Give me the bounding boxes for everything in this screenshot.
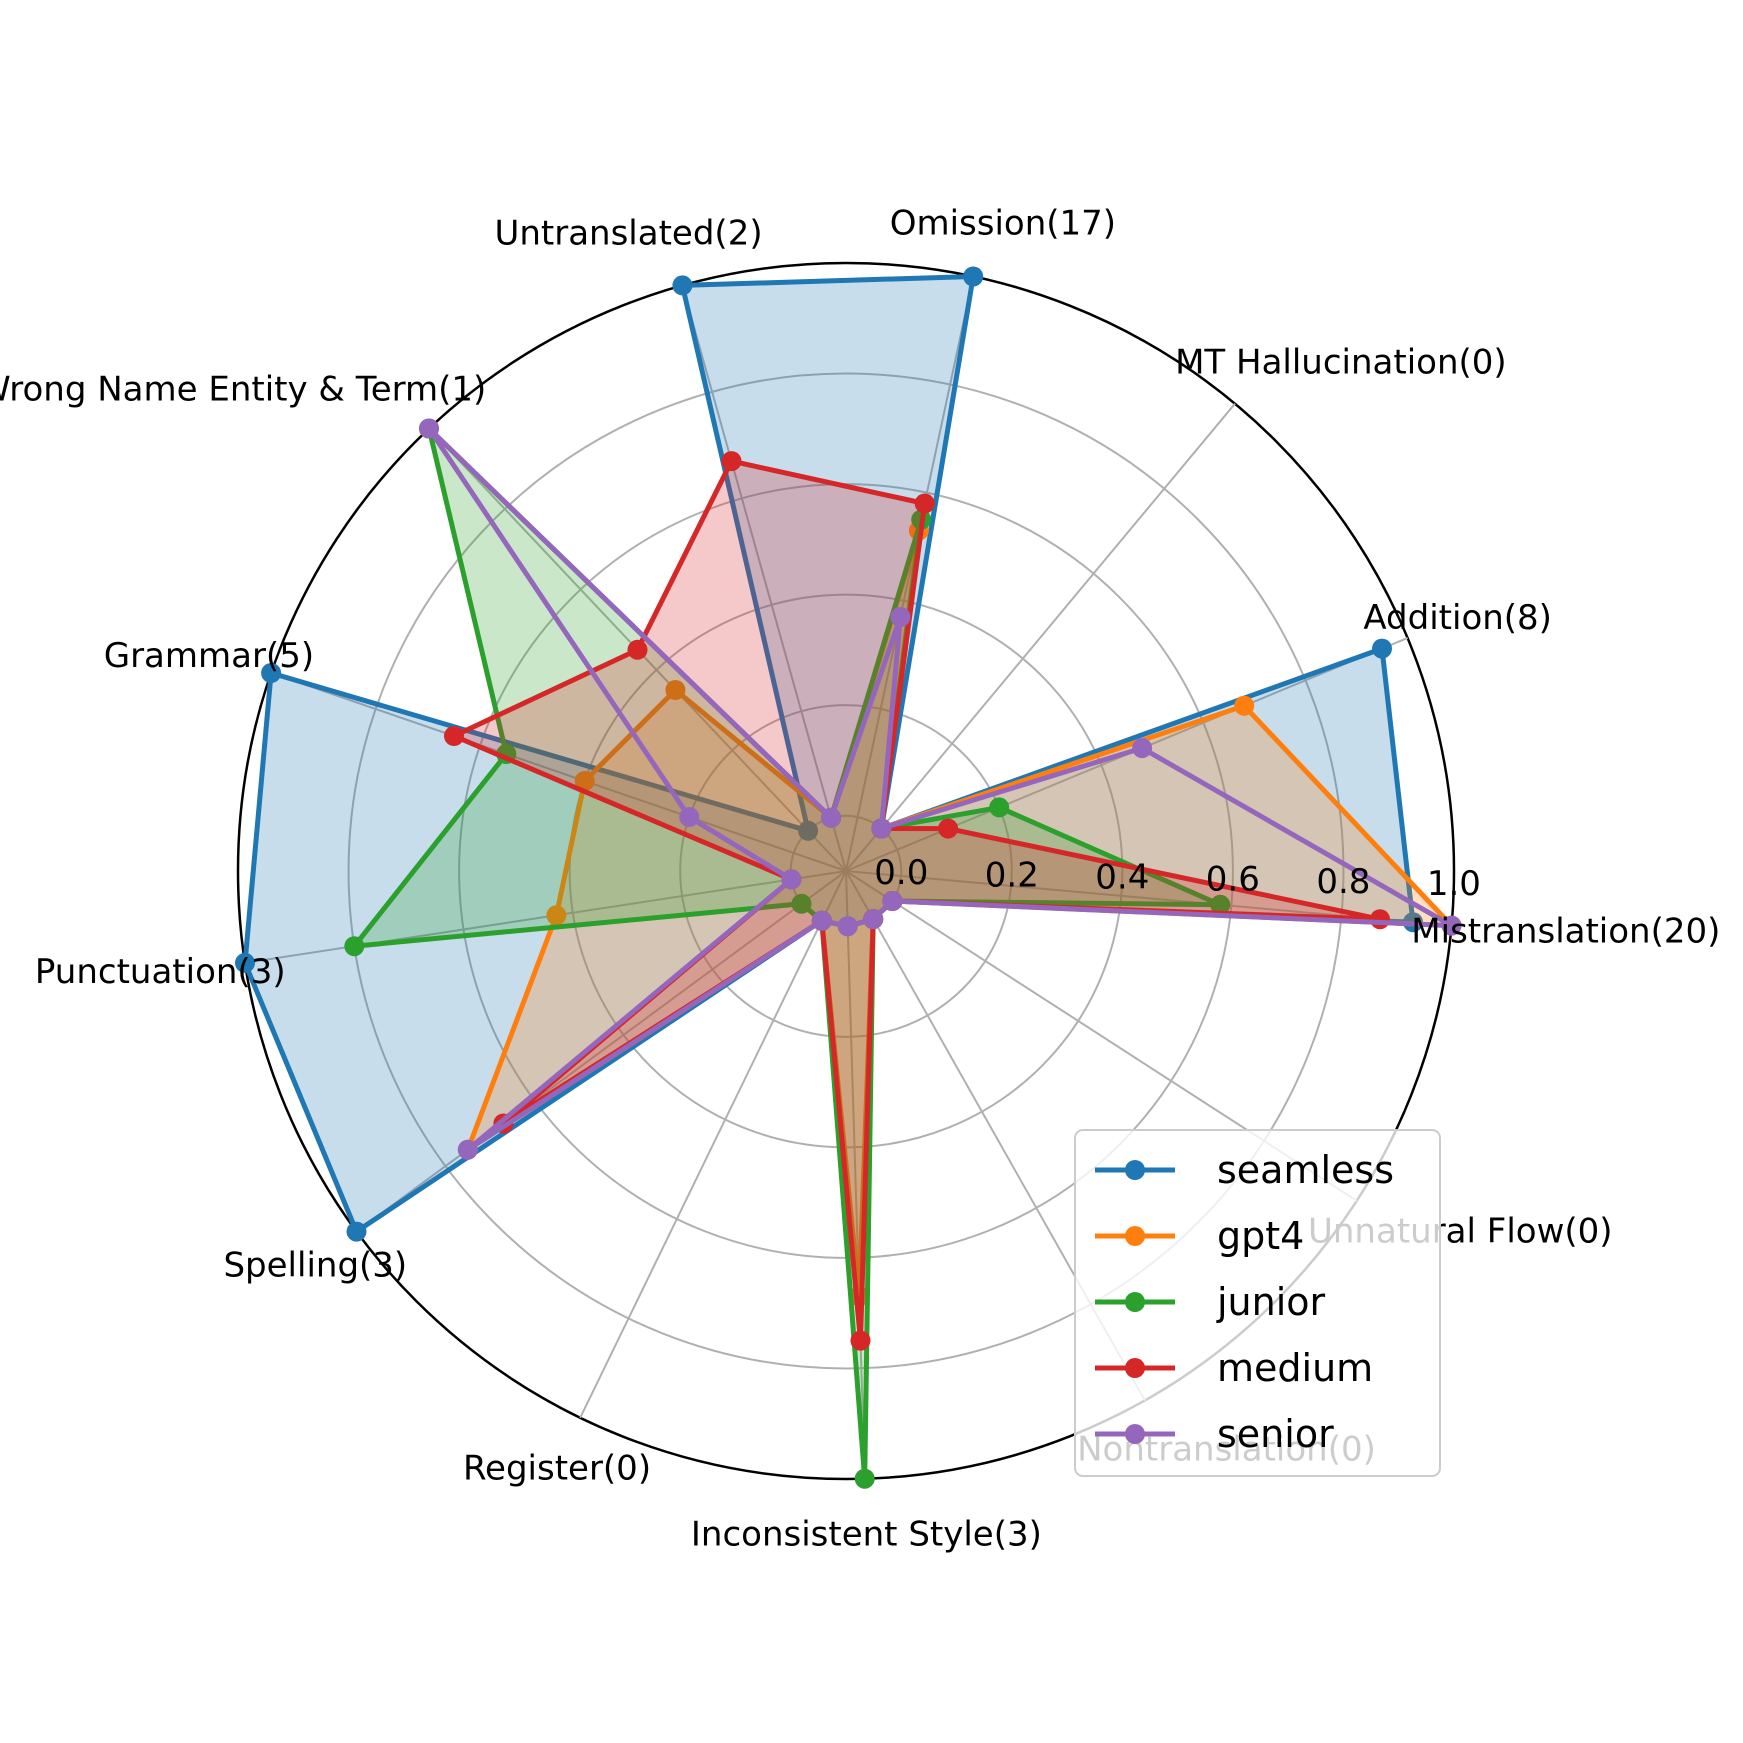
- category-label: Punctuation(3): [35, 952, 286, 992]
- radial-tick-label: 0.6: [1206, 860, 1260, 900]
- data-point-seamless: [261, 663, 282, 683]
- data-point-seamless: [346, 1221, 367, 1242]
- legend: seamless gpt4 junior medium senior: [1074, 1129, 1441, 1477]
- data-point-senior: [781, 869, 802, 890]
- data-point-junior: [791, 893, 812, 914]
- data-point-senior: [679, 807, 700, 827]
- data-point-medium: [627, 639, 648, 660]
- radial-tick-label: 0.4: [1095, 858, 1149, 898]
- grid-spoke: [845, 276, 975, 872]
- data-point-senior: [419, 418, 439, 439]
- data-point-senior: [1132, 738, 1153, 759]
- legend-item-seamless: seamless: [1095, 1148, 1394, 1192]
- data-point-junior: [344, 936, 365, 957]
- data-point-senior: [1441, 915, 1462, 936]
- legend-frame: [1074, 1129, 1441, 1477]
- series-senior: [419, 418, 1462, 1160]
- data-point-junior: [989, 797, 1010, 818]
- legend-item-medium: medium: [1095, 1346, 1373, 1390]
- data-point-medium: [721, 451, 742, 472]
- data-point-senior: [890, 607, 911, 627]
- legend-swatch-marker: [1125, 1226, 1145, 1246]
- legend-swatch-marker: [1125, 1292, 1145, 1312]
- grid-spoke: [681, 285, 847, 872]
- grid-spoke: [355, 870, 847, 1233]
- grid-spoke: [845, 403, 1236, 872]
- data-point-medium: [1370, 909, 1390, 930]
- category-label: Spelling(3): [223, 1245, 407, 1285]
- data-point-medium: [850, 1330, 871, 1351]
- grid-spoke: [270, 672, 847, 872]
- grid-spoke: [845, 870, 866, 1479]
- category-label: Wrong Name Entity & Term(1): [0, 370, 486, 410]
- legend-swatch-marker: [1125, 1160, 1145, 1180]
- series-area-seamless: [245, 276, 1413, 1232]
- category-label: MT Hallucination(0): [1175, 342, 1507, 382]
- data-point-seamless: [963, 266, 984, 287]
- radial-tick-label: 0.2: [985, 855, 1039, 895]
- data-point-senior: [863, 909, 884, 930]
- radial-tick-label: 0.0: [874, 853, 928, 893]
- data-point-senior: [882, 891, 903, 911]
- data-point-gpt4: [1234, 695, 1255, 716]
- data-point-gpt4: [665, 680, 686, 700]
- category-label: Untranslated(2): [494, 214, 762, 254]
- data-point-senior: [811, 910, 832, 931]
- series-group: [235, 266, 1462, 1489]
- radial-tick-label: 1.0: [1427, 864, 1481, 904]
- legend-label: medium: [1217, 1346, 1373, 1390]
- category-label: Grammar(5): [104, 636, 314, 676]
- data-point-seamless: [1372, 638, 1392, 659]
- series-area-junior: [354, 428, 1221, 1479]
- data-point-senior: [871, 818, 892, 839]
- legend-item-senior: senior: [1095, 1412, 1334, 1456]
- legend-label: junior: [1216, 1280, 1326, 1324]
- grid-circle: [347, 372, 1345, 1370]
- grid-spoke: [579, 870, 847, 1419]
- data-point-seamless: [798, 820, 819, 841]
- grid-circle: [236, 261, 1456, 1481]
- legend-item-junior: junior: [1095, 1280, 1326, 1324]
- legend-swatch-marker: [1125, 1358, 1145, 1378]
- category-label: Register(0): [463, 1448, 651, 1488]
- legend-label: seamless: [1217, 1148, 1394, 1192]
- radial-tick-label: 0.8: [1316, 862, 1370, 902]
- category-label: Omission(17): [890, 204, 1116, 244]
- grid-circle: [679, 704, 1013, 1038]
- radial-tick-labels: 0.0 0.2 0.4 0.6 0.8 1.0: [874, 853, 1481, 904]
- data-point-senior: [457, 1139, 478, 1160]
- category-label: Inconsistent Style(3): [691, 1515, 1042, 1555]
- data-point-junior: [854, 1468, 875, 1489]
- legend-label: gpt4: [1217, 1214, 1304, 1258]
- data-point-medium: [914, 493, 935, 514]
- category-label: Mistranslation(20): [1411, 912, 1720, 952]
- legend-swatch-marker: [1125, 1424, 1145, 1444]
- category-label: Addition(8): [1363, 598, 1552, 638]
- data-point-junior: [1210, 894, 1231, 915]
- legend-label: senior: [1217, 1412, 1334, 1456]
- data-point-senior: [821, 807, 842, 828]
- data-point-medium: [444, 726, 464, 746]
- legend-item-gpt4: gpt4: [1095, 1214, 1304, 1258]
- data-point-senior: [837, 916, 858, 937]
- data-point-gpt4: [574, 771, 595, 791]
- data-point-medium: [938, 818, 959, 839]
- data-point-seamless: [672, 275, 693, 296]
- data-point-gpt4: [546, 905, 567, 926]
- data-point-seamless: [235, 952, 255, 973]
